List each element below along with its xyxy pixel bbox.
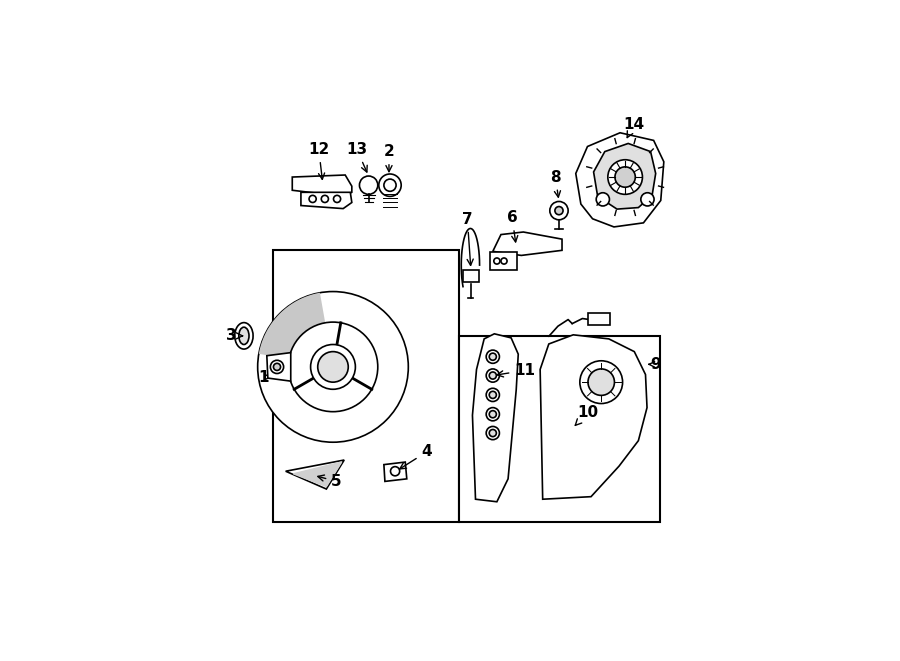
Circle shape — [580, 361, 623, 403]
Circle shape — [588, 369, 615, 395]
Polygon shape — [301, 192, 352, 209]
Ellipse shape — [238, 327, 249, 344]
Circle shape — [391, 467, 400, 476]
Text: 10: 10 — [575, 405, 598, 426]
Circle shape — [490, 430, 497, 437]
Circle shape — [309, 196, 316, 202]
Circle shape — [486, 369, 500, 382]
Ellipse shape — [235, 323, 253, 349]
Text: 2: 2 — [383, 144, 394, 172]
Circle shape — [257, 292, 409, 442]
Circle shape — [310, 344, 356, 389]
Circle shape — [288, 322, 378, 412]
Circle shape — [490, 372, 497, 379]
Circle shape — [318, 352, 348, 382]
Circle shape — [486, 388, 500, 401]
Circle shape — [501, 258, 507, 264]
Circle shape — [486, 426, 500, 440]
Text: 8: 8 — [550, 169, 561, 197]
Circle shape — [486, 408, 500, 421]
Text: 4: 4 — [400, 444, 432, 469]
Circle shape — [608, 160, 643, 194]
Circle shape — [555, 207, 563, 215]
Polygon shape — [266, 352, 291, 381]
Text: 7: 7 — [462, 212, 473, 265]
Text: 1: 1 — [258, 369, 269, 385]
Polygon shape — [292, 175, 352, 196]
Bar — [589, 313, 610, 325]
Circle shape — [379, 174, 401, 196]
Text: 12: 12 — [308, 142, 329, 179]
Bar — [491, 252, 517, 270]
Text: 9: 9 — [651, 357, 661, 372]
Circle shape — [494, 258, 500, 264]
Circle shape — [486, 350, 500, 364]
Polygon shape — [259, 293, 325, 359]
Polygon shape — [472, 334, 518, 502]
Text: 5: 5 — [318, 474, 342, 489]
Polygon shape — [594, 143, 656, 209]
Text: 3: 3 — [226, 329, 243, 343]
Circle shape — [359, 176, 378, 194]
Text: 13: 13 — [346, 142, 367, 172]
Polygon shape — [540, 335, 647, 499]
Text: 11: 11 — [497, 363, 536, 378]
Circle shape — [334, 196, 340, 202]
Circle shape — [274, 364, 281, 370]
Bar — [459, 336, 660, 522]
Circle shape — [490, 410, 497, 418]
Circle shape — [550, 202, 568, 220]
Circle shape — [384, 179, 396, 191]
Circle shape — [596, 193, 609, 206]
Circle shape — [615, 167, 635, 187]
Circle shape — [321, 196, 328, 202]
Text: 6: 6 — [507, 210, 517, 242]
Circle shape — [490, 391, 497, 399]
Polygon shape — [384, 462, 407, 481]
Polygon shape — [285, 460, 344, 489]
Polygon shape — [293, 462, 342, 486]
Circle shape — [270, 360, 284, 373]
Polygon shape — [493, 232, 562, 255]
Bar — [273, 250, 459, 522]
Polygon shape — [576, 133, 664, 227]
Circle shape — [490, 353, 497, 360]
Text: 14: 14 — [624, 116, 645, 137]
Bar — [464, 270, 479, 282]
Circle shape — [641, 193, 654, 206]
